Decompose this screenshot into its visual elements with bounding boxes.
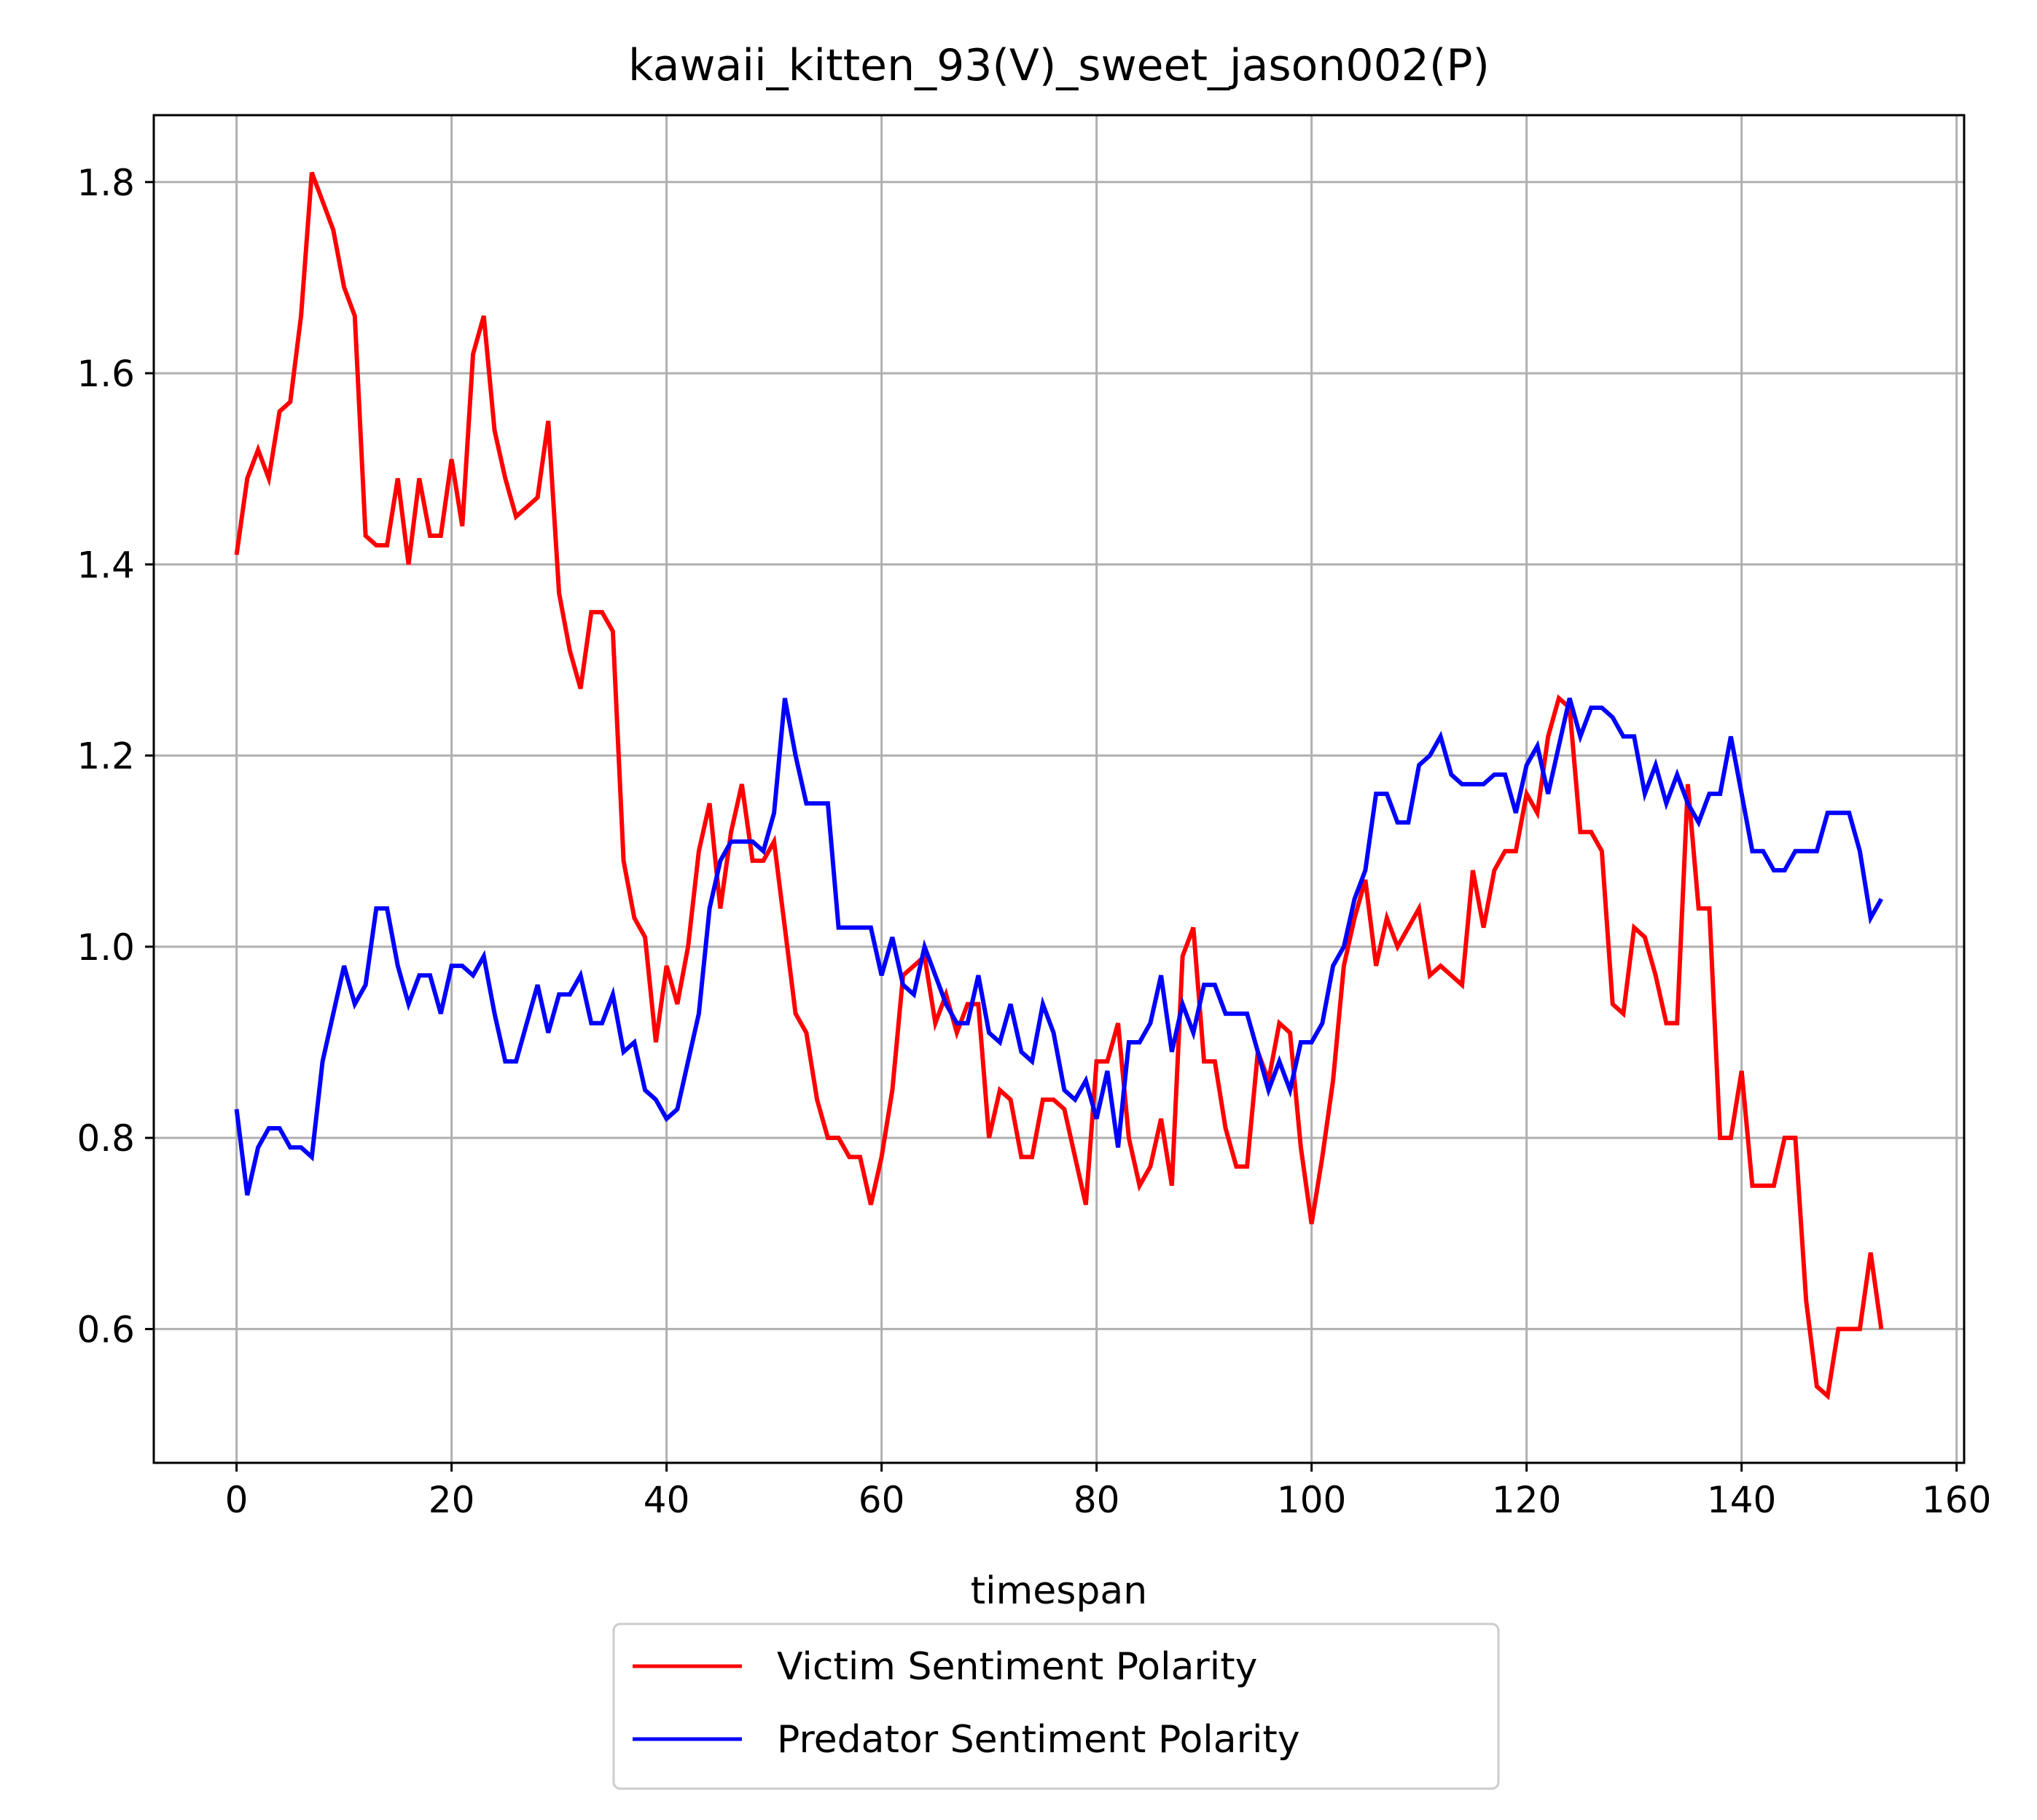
y-axis: 0.6 0.8 1.0 1.2 1.4 1.6 1.8 [77, 162, 154, 1351]
y-tick-label: 1.0 [77, 926, 135, 969]
legend-label-victim: Victim Sentiment Polarity [777, 1645, 1257, 1689]
y-tick-label: 1.4 [77, 544, 135, 586]
legend-box [612, 1622, 1500, 1790]
y-tick-label: 1.6 [77, 353, 135, 395]
y-tick-label: 1.2 [77, 735, 135, 778]
x-axis-title: timespan [971, 1569, 1147, 1613]
legend-label-predator: Predator Sentiment Polarity [777, 1718, 1300, 1762]
y-tick-label: 1.8 [77, 162, 135, 204]
x-tick-label: 140 [1707, 1479, 1776, 1521]
x-axis: 0 20 40 60 80 100 120 140 160 [225, 1463, 1991, 1521]
x-tick-label: 160 [1922, 1479, 1991, 1521]
y-tick-label: 0.6 [77, 1308, 135, 1351]
x-tick-label: 20 [429, 1479, 475, 1521]
grid-lines [154, 115, 1964, 1463]
y-tick-label: 0.8 [77, 1117, 135, 1160]
victim-sentiment-line [234, 171, 1884, 1401]
predator-sentiment-line [234, 698, 1884, 1196]
chart-title: kawaii_kitten_93(V)_sweet_jason002(P) [628, 40, 1490, 91]
x-tick-label: 80 [1074, 1479, 1120, 1521]
x-tick-label: 120 [1492, 1479, 1561, 1521]
x-tick-label: 0 [225, 1479, 249, 1521]
plot-series [234, 171, 1884, 1401]
plot-area-frame [152, 114, 1966, 1464]
x-tick-label: 60 [859, 1479, 905, 1521]
legend: Victim Sentiment Polarity Predator Senti… [612, 1622, 1500, 1790]
x-tick-label: 40 [644, 1479, 690, 1521]
x-tick-label: 100 [1277, 1479, 1346, 1521]
